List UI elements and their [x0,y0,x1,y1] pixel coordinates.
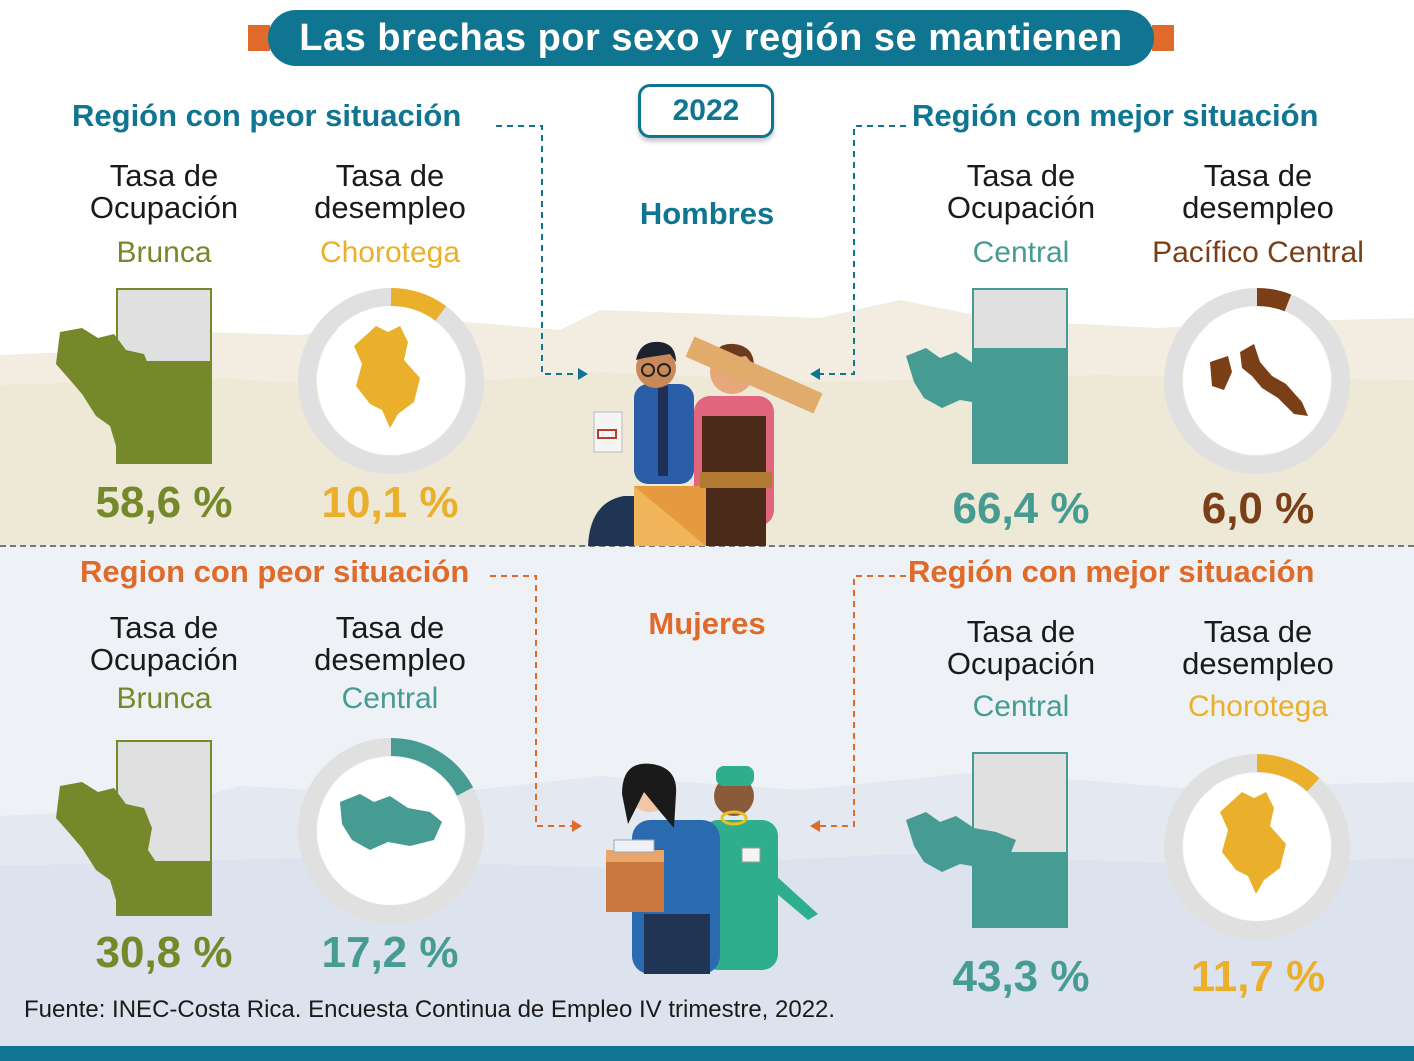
men-worst-occupation-value: 58,6 % [95,478,233,527]
women-worst-occupation-region: Brunca [116,682,212,715]
brunca-map-icon-women [56,782,160,910]
men-best-occupation-value: 66,4 % [952,484,1090,533]
title-tab-left [248,25,270,51]
women-worst-unemployment-donut [298,738,484,924]
women-worst-occupation-value: 30,8 % [95,928,233,977]
men-best-unemployment-arc [1256,288,1292,312]
men-best-unemployment-donut [1164,288,1350,474]
source-note: Fuente: INEC-Costa Rica. Encuesta Contin… [24,996,836,1023]
men-connector-right [810,125,906,380]
women-best-heading: Región con mejor situación [908,554,1315,589]
women-best-unemployment-donut [1164,754,1350,940]
women-label: Mujeres [648,606,766,641]
men-worst-unemployment-value: 10,1 % [321,478,459,527]
women-worst-occupation-label: Tasa de Ocupación [89,610,239,677]
women-worst-unemployment-label: Tasa de desempleo [314,610,466,677]
men-best-heading: Región con mejor situación [912,98,1319,133]
men-workers-illustration [588,336,823,546]
section-divider [0,545,1414,547]
women-best-occupation-region: Central [972,690,1070,723]
women-workers-illustration [606,763,818,974]
men-label: Hombres [639,196,775,231]
women-worst-heading: Region con peor situación [80,554,470,589]
women-best-unemployment-region: Chorotega [1187,690,1329,723]
men-best-unemployment-region: Pacífico Central [1152,236,1364,269]
men-worst-occupation-label: Tasa de Ocupación [89,158,239,225]
women-worst-unemployment-region: Central [341,682,439,715]
women-best-unemployment-label: Tasa de desempleo [1182,614,1334,681]
women-best-unemployment-arc [1256,754,1320,792]
women-worst-unemployment-value: 17,2 % [321,928,459,977]
men-worst-heading: Región con peor situación [72,98,462,133]
men-worst-unemployment-donut [298,288,484,474]
men-connector-left [496,125,588,380]
men-worst-unemployment-region: Chorotega [319,236,461,269]
year-badge: 2022 [638,84,774,138]
men-best-unemployment-value: 6,0 % [1201,484,1315,533]
central-map-icon [906,348,1016,408]
men-best-unemployment-label: Tasa de desempleo [1182,158,1334,225]
footer-bar [0,1046,1414,1061]
page-title: Las brechas por sexo y región se mantien… [268,10,1154,66]
title-tab-right [1152,25,1174,51]
women-connector-left [490,575,582,832]
women-worst-unemployment-arc [390,738,474,796]
men-worst-unemployment-arc [390,288,447,321]
women-best-occupation-value: 43,3 % [952,952,1090,1001]
women-best-occupation-label: Tasa de Ocupación [946,614,1096,681]
men-best-occupation-label: Tasa de Ocupación [946,158,1096,225]
central-map-icon-women [906,812,1016,872]
brunca-map-icon [56,328,160,456]
women-connector-right [810,575,906,832]
women-best-unemployment-value: 11,7 % [1190,952,1326,1001]
men-best-occupation-region: Central [972,236,1070,269]
men-worst-unemployment-label: Tasa de desempleo [314,158,466,225]
men-worst-occupation-region: Brunca [116,236,212,269]
